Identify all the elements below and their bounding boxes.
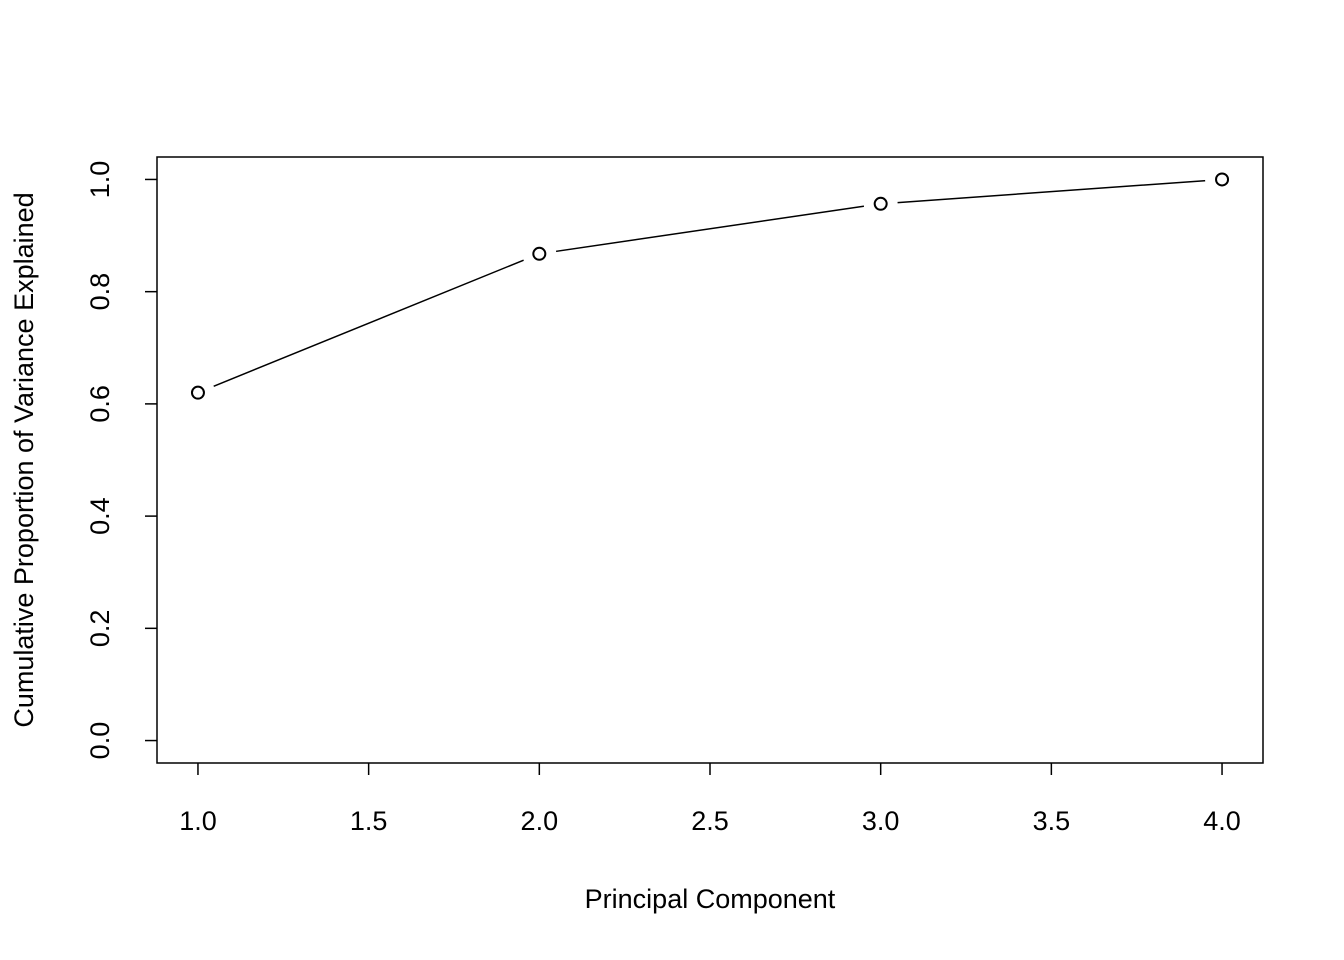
point (1215, 172, 1230, 187)
y-tick-label: 0.8 (85, 273, 115, 311)
point (873, 196, 888, 211)
y-tick-label: 0.6 (85, 385, 115, 423)
x-tick-label: 2.5 (691, 806, 729, 836)
point (532, 246, 547, 261)
x-tick-label: 2.0 (521, 806, 559, 836)
y-axis-label: Cumulative Proportion of Variance Explai… (9, 192, 39, 727)
y-tick-label: 0.4 (85, 497, 115, 535)
x-tick-label: 3.5 (1033, 806, 1071, 836)
x-tick-label: 3.0 (862, 806, 900, 836)
plot-box (156, 156, 1264, 764)
point (190, 385, 205, 400)
x-tick-label: 1.0 (179, 806, 217, 836)
x-tick-label: 4.0 (1203, 806, 1241, 836)
y-tick-label: 0.2 (85, 610, 115, 648)
y-tick-label: 0.0 (85, 722, 115, 760)
x-tick-label: 1.5 (350, 806, 388, 836)
series-line (197, 178, 1223, 394)
y-tick-label: 1.0 (85, 161, 115, 199)
x-axis-label: Principal Component (585, 884, 836, 914)
